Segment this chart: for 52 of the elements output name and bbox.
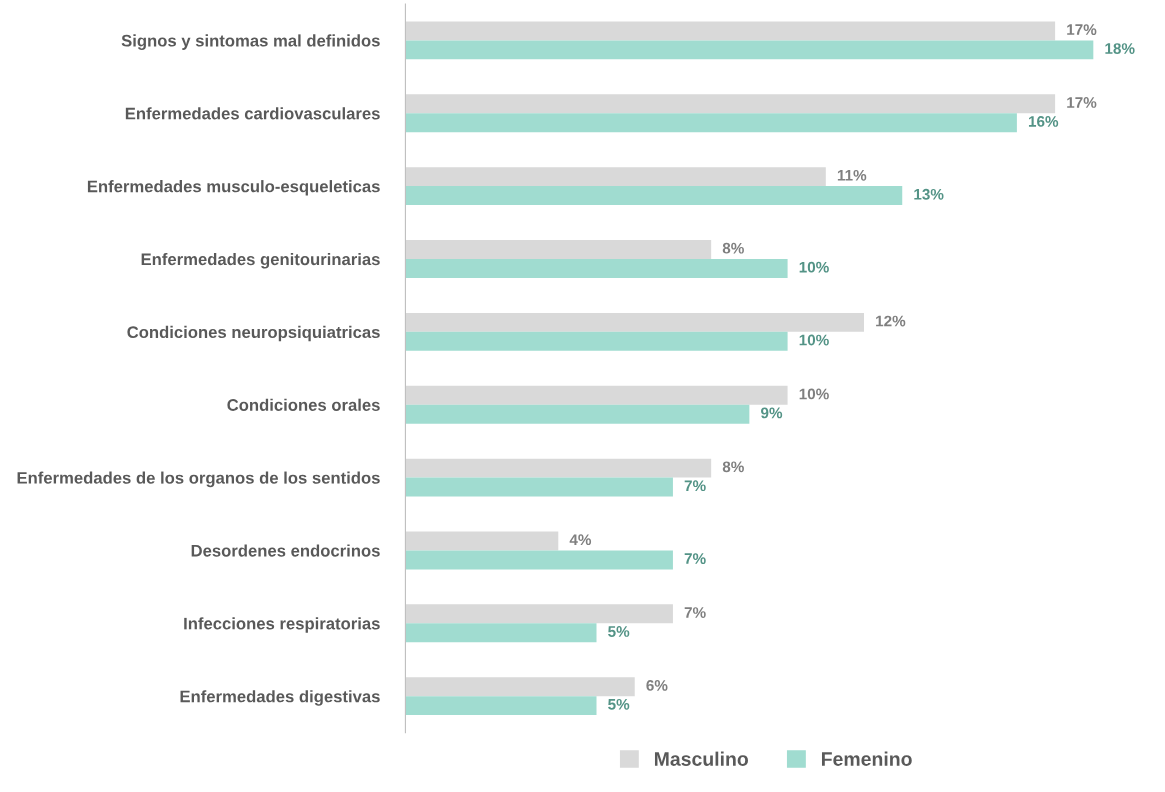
data-label: 10% (799, 388, 829, 400)
data-label: 17% (1067, 24, 1097, 35)
data-label: 18% (1105, 43, 1135, 54)
y-tick-label: Enfermedades digestivas (180, 690, 380, 706)
y-tick-label: Signos y sintomas mal definidos (121, 34, 380, 50)
data-label: 10% (799, 334, 829, 346)
data-label: 13% (914, 188, 944, 200)
y-tick-label: Condiciones neuropsiquiatricas (127, 325, 380, 342)
data-label: 5% (608, 626, 630, 637)
legend-label: Masculino (654, 751, 748, 766)
legend-label: Femenino (821, 751, 912, 766)
data-label: 7% (684, 607, 706, 618)
data-label: 16% (1028, 116, 1059, 127)
data-label: 11% (837, 169, 867, 181)
bar (405, 40, 1094, 60)
data-label: 7% (684, 553, 706, 564)
bar (405, 531, 559, 551)
bar (405, 604, 673, 624)
data-label: 8% (722, 242, 744, 254)
bar (405, 696, 597, 716)
bar (405, 550, 673, 570)
bar (405, 167, 826, 187)
y-tick-label: Condiciones orales (227, 398, 380, 411)
y-tick-label: Enfermedades de los organos de los sentidos (17, 471, 380, 488)
data-label: 10% (799, 261, 829, 273)
bar (405, 404, 750, 424)
y-tick-label: Infecciones respiratorias (184, 617, 380, 633)
bar (405, 385, 788, 405)
data-label: 4% (569, 534, 592, 546)
bar (405, 94, 1056, 114)
bar (405, 113, 1017, 133)
y-tick-label: Enfermedades cardiovasculares (125, 107, 380, 120)
data-label: 6% (646, 679, 668, 691)
y-tick-label: Enfermedades musculo-esqueleticas (87, 180, 380, 196)
data-label: 17% (1067, 97, 1097, 108)
bar (405, 677, 635, 697)
data-label: 7% (684, 480, 706, 492)
data-label: 9% (761, 407, 783, 419)
bar (405, 21, 1056, 41)
y-tick-label: Desordenes endocrinos (191, 544, 380, 557)
bar (405, 477, 673, 497)
data-label: 8% (722, 461, 744, 473)
bar (405, 186, 903, 206)
bar (405, 623, 597, 643)
bar (405, 312, 865, 332)
data-label: 12% (876, 315, 906, 327)
bar (405, 240, 712, 259)
bar (405, 258, 788, 278)
data-label: 5% (608, 698, 630, 710)
y-tick-label: Enfermedades genitourinarias (141, 252, 380, 269)
bar (405, 331, 788, 351)
bar (405, 458, 712, 478)
